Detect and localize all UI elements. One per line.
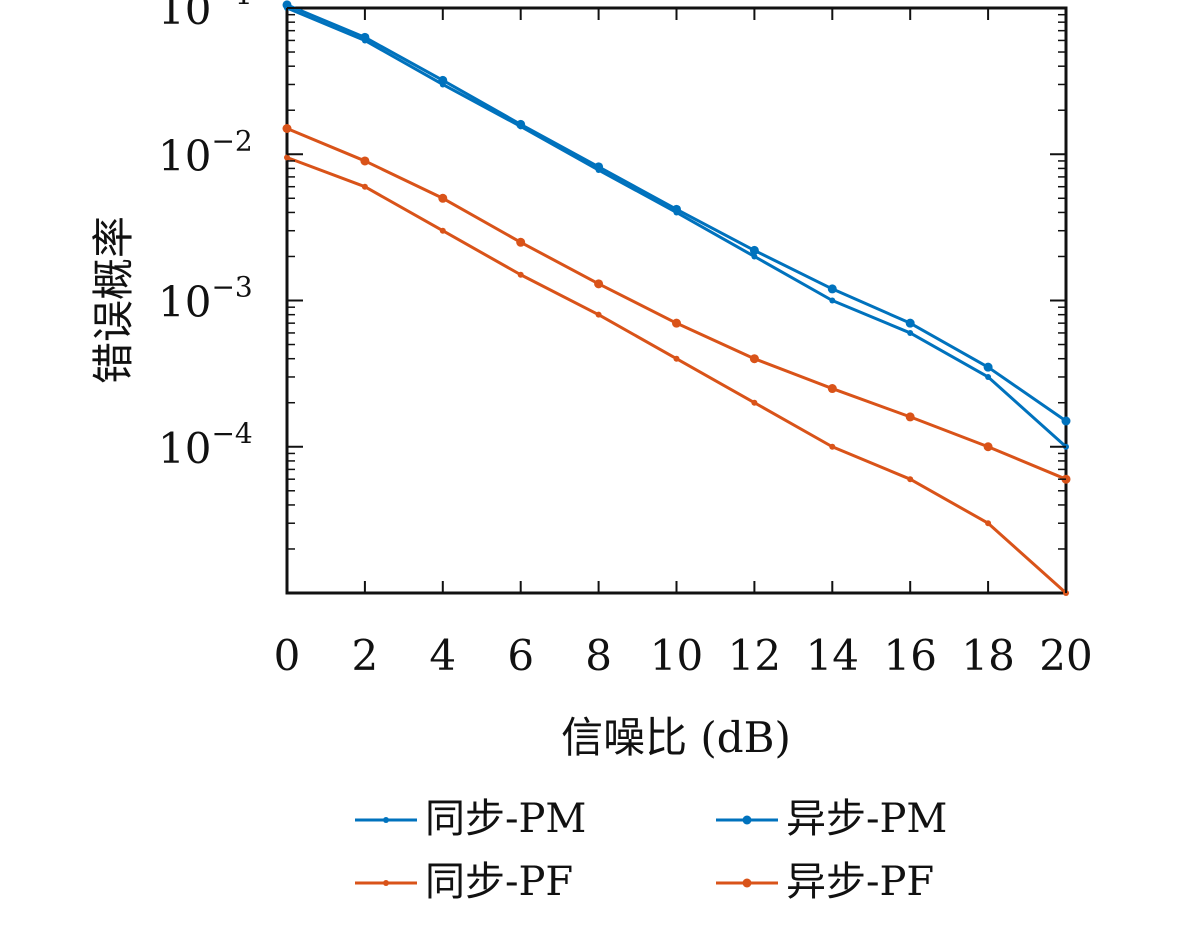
x-tick-label: 18 bbox=[961, 631, 1014, 680]
series-2-point bbox=[983, 362, 993, 372]
series-4-point bbox=[594, 279, 604, 289]
series-1-point bbox=[829, 297, 836, 304]
y-tick-label: 10−1 bbox=[158, 0, 253, 34]
legend-label: 同步-PM bbox=[425, 796, 586, 842]
series-2-point bbox=[905, 318, 915, 328]
series-2-point bbox=[594, 162, 604, 172]
legend-swatch-marker bbox=[742, 815, 752, 825]
series-layer bbox=[282, 0, 1071, 596]
x-tick-label: 12 bbox=[728, 631, 781, 680]
series-2-point bbox=[827, 284, 837, 294]
series-3-line bbox=[286, 156, 1068, 595]
series-4-point bbox=[905, 412, 915, 422]
y-tick-exponent: −4 bbox=[211, 417, 252, 450]
series-4-point bbox=[672, 318, 681, 328]
series-1-point bbox=[985, 373, 992, 380]
series-1-point bbox=[751, 253, 758, 260]
series-2-point bbox=[360, 32, 370, 42]
series-3-point bbox=[284, 154, 290, 161]
y-tick-label: 10−3 bbox=[158, 271, 253, 327]
legend-item: 同步-PM bbox=[355, 796, 586, 842]
y-tick-exponent: −2 bbox=[211, 124, 252, 157]
series-4-point bbox=[360, 156, 370, 166]
series-3-point bbox=[517, 271, 524, 278]
y-tick-base: 10 bbox=[158, 424, 211, 473]
plot-area bbox=[285, 6, 1068, 595]
series-2-point bbox=[516, 119, 526, 129]
series-4-point bbox=[282, 123, 292, 133]
series-4-point bbox=[749, 354, 759, 364]
series-3-point bbox=[985, 520, 992, 527]
x-tick-label: 16 bbox=[883, 631, 936, 680]
x-tick-label: 4 bbox=[429, 631, 456, 680]
y-tick-label: 10−2 bbox=[158, 124, 253, 180]
legend-label: 异步-PF bbox=[786, 859, 934, 905]
series-2-point bbox=[672, 204, 681, 214]
series-3-point bbox=[595, 311, 602, 318]
series-4-point bbox=[438, 193, 448, 203]
series-3-point bbox=[751, 399, 758, 406]
series-3-point bbox=[439, 227, 446, 234]
x-tick-label: 20 bbox=[1039, 631, 1092, 680]
series-4-point bbox=[827, 384, 837, 394]
plot-frame bbox=[285, 6, 1068, 595]
legend-swatch-marker bbox=[383, 880, 389, 886]
y-tick-exponent: −3 bbox=[211, 271, 252, 304]
y-tick-base: 10 bbox=[158, 278, 211, 327]
series-3-point bbox=[829, 443, 836, 450]
series-3-point bbox=[673, 355, 680, 362]
x-axis-label: 信噪比 (dB) bbox=[561, 713, 791, 762]
series-2-point bbox=[1061, 416, 1071, 426]
y-tick-label: 10−4 bbox=[158, 417, 253, 473]
x-tick-label: 0 bbox=[274, 631, 301, 680]
series-1-point bbox=[907, 329, 914, 336]
legend-item: 异步-PM bbox=[716, 796, 947, 842]
legend: 同步-PM 异步-PM 同步-PF 异步-PF bbox=[355, 796, 947, 905]
legend-label: 异步-PM bbox=[786, 796, 947, 842]
y-tick-base: 10 bbox=[158, 0, 211, 34]
y-tick-base: 10 bbox=[158, 131, 211, 180]
legend-label: 同步-PF bbox=[425, 859, 573, 905]
series-4-line bbox=[286, 127, 1067, 481]
series-4-point bbox=[516, 237, 526, 247]
series-1-line bbox=[286, 6, 1068, 448]
legend-item: 异步-PF bbox=[716, 859, 934, 905]
series-4-point bbox=[983, 442, 993, 452]
series-2-point bbox=[438, 75, 448, 85]
legend-swatch-marker bbox=[383, 817, 389, 823]
x-tick-label: 2 bbox=[352, 631, 379, 680]
series-3-point bbox=[907, 476, 914, 483]
x-tick-label: 8 bbox=[585, 631, 612, 680]
x-tick-label: 10 bbox=[650, 631, 703, 680]
legend-swatch-marker bbox=[742, 878, 752, 888]
x-tick-label: 6 bbox=[507, 631, 534, 680]
legend-item: 同步-PF bbox=[355, 859, 573, 905]
y-axis-label: 错误概率 bbox=[89, 216, 138, 384]
series-2-point bbox=[749, 245, 759, 255]
series-3-point bbox=[361, 183, 368, 190]
y-tick-exponent: −1 bbox=[211, 0, 252, 11]
x-tick-label: 14 bbox=[806, 631, 859, 680]
